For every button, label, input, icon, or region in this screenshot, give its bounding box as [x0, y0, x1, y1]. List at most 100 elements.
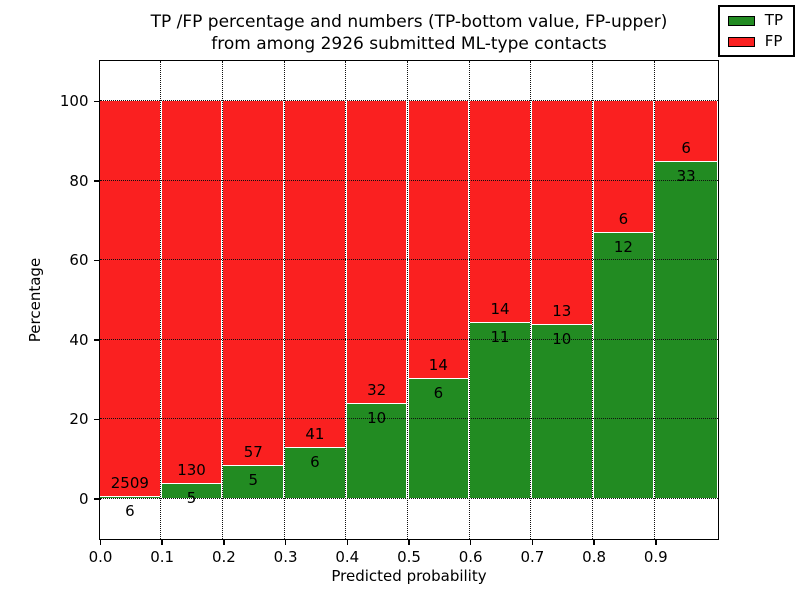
x-tick-mark: [469, 538, 472, 545]
y-tick-label: 100: [59, 92, 89, 111]
bar-tp-segment: [223, 466, 284, 499]
bar-label-tp: 6: [310, 452, 320, 471]
x-tick-mark: [593, 538, 595, 545]
bar-label-tp: 10: [367, 408, 387, 427]
bar-label-tp: 5: [186, 488, 197, 507]
bar-tp-segment: [655, 161, 717, 499]
y-tick-mark: [93, 418, 101, 420]
y-tick-label: 20: [69, 410, 89, 429]
bar-tp-segment: [593, 233, 654, 499]
bar-fp-segment: [161, 100, 222, 484]
x-tick-label: 0.2: [211, 547, 236, 566]
y-tick-label: 60: [69, 251, 89, 270]
y-gridline: [100, 179, 718, 181]
y-tick-label: 40: [69, 330, 89, 349]
chart-title-line2: from among 2926 submitted ML-type contac…: [211, 34, 607, 54]
bar-label-tp: 6: [433, 384, 444, 402]
bar-fp-segment: [285, 100, 345, 448]
bar-fp-segment: [100, 100, 160, 498]
bar-label-fp: 14: [428, 356, 448, 374]
legend-swatch-fp: [727, 36, 755, 47]
bar-label-tp: 10: [552, 330, 572, 349]
legend: TP FP: [717, 5, 795, 57]
x-tick-label: 0.5: [397, 547, 421, 566]
chart-title-line1: TP /FP percentage and numbers (TP-bottom…: [150, 12, 668, 32]
bar-label-tp: 5: [248, 471, 259, 490]
bar-fp-segment: [470, 100, 530, 324]
legend-label-tp: TP: [764, 11, 783, 29]
x-tick-label: 0.8: [582, 547, 607, 566]
y-tick-label: 80: [69, 171, 89, 190]
x-gridline: [592, 61, 594, 539]
y-tick-mark: [93, 100, 101, 102]
legend-swatch-tp: [727, 15, 755, 26]
bar-tp-segment: [470, 323, 530, 499]
bar-tp-segment: [346, 403, 407, 499]
bar-fp-segment: [346, 100, 407, 404]
bar-label-fp: 6: [681, 138, 691, 157]
y-axis-label: Percentage: [26, 257, 44, 343]
bar-label-tp: 6: [125, 502, 135, 521]
bar-label-fp: 57: [243, 443, 263, 462]
y-tick-mark: [93, 339, 101, 341]
bar-tp-segment: [531, 325, 592, 499]
x-gridline: [468, 61, 470, 539]
y-tick-mark: [93, 180, 101, 182]
x-axis-label: Predicted probability: [331, 567, 487, 585]
x-tick-label: 0.0: [88, 547, 113, 566]
x-tick-mark: [655, 538, 657, 545]
x-tick-mark: [161, 538, 163, 545]
x-gridline: [345, 61, 347, 539]
legend-item-tp: TP: [727, 11, 783, 29]
x-gridline: [530, 61, 532, 539]
y-tick-label: 0: [78, 489, 89, 508]
x-gridline: [160, 61, 162, 539]
chart-title: TP /FP percentage and numbers (TP-bottom…: [109, 11, 709, 55]
y-tick-mark: [93, 498, 101, 500]
x-tick-mark: [223, 538, 225, 545]
bar-fp-segment: [223, 100, 284, 467]
x-tick-mark: [408, 538, 410, 545]
bar-label-tp: 12: [613, 238, 633, 257]
y-gridline: [100, 338, 718, 340]
bar-fp-segment: [593, 100, 654, 234]
x-tick-label: 0.6: [458, 547, 483, 566]
bar-label-fp: 14: [490, 300, 510, 319]
x-tick-mark: [99, 538, 102, 545]
bar-label-tp: 33: [676, 166, 696, 185]
legend-label-fp: FP: [764, 32, 783, 50]
y-gridline: [100, 418, 718, 420]
x-gridline: [221, 61, 223, 539]
bar-label-fp: 41: [305, 424, 325, 443]
x-tick-label: 0.7: [520, 547, 545, 566]
legend-item-fp: FP: [727, 32, 783, 50]
x-gridline: [653, 61, 655, 539]
y-tick-mark: [93, 259, 101, 261]
bar-fp-segment: [531, 100, 592, 326]
bar-label-fp: 2509: [110, 474, 149, 493]
bar-label-fp: 130: [177, 460, 206, 479]
bar-label-tp: 11: [490, 328, 510, 347]
x-tick-label: 0.1: [150, 547, 175, 566]
plot-area: 2509 6 130 5 57 5 41 6 32 10 14 6 14 11 13 10 6 12 6 33: [99, 60, 719, 540]
x-tick-label: 0.9: [643, 547, 668, 566]
x-tick-mark: [346, 538, 349, 545]
bar-fp-segment: [655, 100, 717, 162]
bar-tp-segment: [408, 379, 469, 499]
bar-label-fp: 13: [552, 302, 572, 321]
bar-label-fp: 6: [618, 210, 629, 229]
x-tick-label: 0.4: [335, 547, 360, 566]
x-tick-mark: [531, 538, 534, 545]
bar-tp-segment: [285, 447, 345, 499]
x-tick-label: 0.3: [273, 547, 298, 566]
y-gridline: [100, 497, 718, 499]
y-gridline: [100, 100, 718, 102]
bar-fp-segment: [408, 100, 469, 379]
bar-label-fp: 32: [367, 380, 387, 399]
x-gridline: [283, 61, 285, 539]
y-gridline: [100, 259, 718, 261]
bar-tp-segment: [161, 483, 222, 499]
x-gridline: [407, 61, 408, 539]
x-tick-mark: [284, 538, 287, 545]
